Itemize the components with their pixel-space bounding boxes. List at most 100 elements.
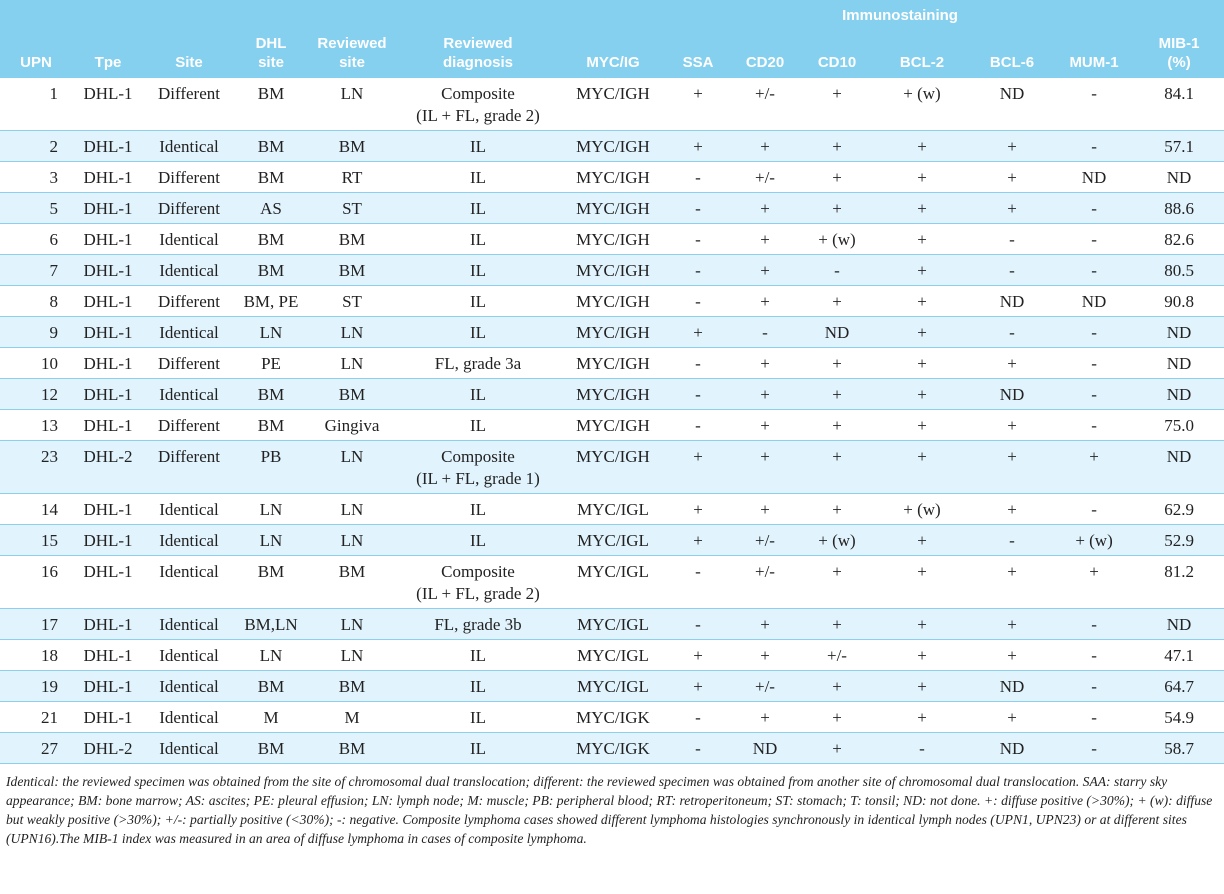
table-cell: ND xyxy=(970,732,1054,764)
table-cell: + xyxy=(730,192,800,224)
table-cell: + xyxy=(730,639,800,671)
table-cell: BM xyxy=(234,161,308,193)
table-cell: +/- xyxy=(730,161,800,193)
table-cell: + xyxy=(1054,555,1135,609)
table-cell: Different xyxy=(144,285,234,317)
table-cell: DHL-1 xyxy=(72,130,144,162)
table-cell: +/- xyxy=(730,524,800,556)
table-cell: - xyxy=(1054,732,1135,764)
table-cell: MYC/IGH xyxy=(560,347,666,379)
table-cell: Different xyxy=(144,161,234,193)
table-cell: + xyxy=(970,639,1054,671)
table-cell: Identical xyxy=(144,493,234,525)
table-cell: + xyxy=(800,161,874,193)
table-cell: MYC/IGK xyxy=(560,701,666,733)
table-cell: PB xyxy=(234,440,308,494)
table-cell: IL xyxy=(396,670,560,702)
table-cell: DHL-1 xyxy=(72,316,144,348)
table-cell: MYC/IGH xyxy=(560,378,666,410)
table-cell: - xyxy=(1054,670,1135,702)
table-cell: BM xyxy=(308,254,396,286)
table-cell: - xyxy=(970,254,1054,286)
table-row: 21 DHL-1 Identical M M IL MYC/IGK - + + + + -54.9 xyxy=(0,701,1224,733)
table-cell: 54.9 xyxy=(1134,701,1224,733)
column-header: BCL-2 xyxy=(874,25,970,78)
column-header: DHL site xyxy=(234,25,308,78)
table-cell: 75.0 xyxy=(1134,409,1224,441)
table-cell: ND xyxy=(1054,161,1135,193)
table-cell: + xyxy=(800,285,874,317)
table-cell: + xyxy=(874,440,970,494)
table-cell: MYC/IGH xyxy=(560,161,666,193)
header-row: UPN Tpe Site DHL site Reviewed site Reviewed … xyxy=(0,25,1224,78)
table-cell: DHL-2 xyxy=(72,732,144,764)
table-cell: - xyxy=(1054,378,1135,410)
table-cell: - xyxy=(1054,608,1135,640)
table-cell: - xyxy=(666,378,730,410)
table-cell: LN xyxy=(234,493,308,525)
table-cell: DHL-1 xyxy=(72,639,144,671)
table-cell: Identical xyxy=(144,254,234,286)
table-cell: - xyxy=(666,192,730,224)
table-cell: - xyxy=(1054,409,1135,441)
table-body: 1 DHL-1 Different BM LN Composite (IL + FL, g… xyxy=(0,78,1224,764)
table-cell: Identical xyxy=(144,316,234,348)
table-cell: + xyxy=(666,130,730,162)
table-cell: Different xyxy=(144,78,234,131)
table-row: 17 DHL-1 Identical BM,LN LN FL, grade 3b MYC/I… xyxy=(0,608,1224,640)
table-cell: 18 xyxy=(0,639,72,671)
table-cell: - xyxy=(1054,223,1135,255)
header-group: Immunostaining xyxy=(666,0,1135,25)
table-cell: LN xyxy=(234,316,308,348)
table-cell: - xyxy=(970,223,1054,255)
table-cell: 90.8 xyxy=(1134,285,1224,317)
table-cell: + xyxy=(800,409,874,441)
table-cell: FL, grade 3a xyxy=(396,347,560,379)
table-cell: LN xyxy=(308,347,396,379)
table-cell: + xyxy=(970,192,1054,224)
table-cell: - xyxy=(1054,316,1135,348)
table-cell: + xyxy=(874,347,970,379)
table-cell: MYC/IGL xyxy=(560,555,666,609)
table-cell: 23 xyxy=(0,440,72,494)
table-cell: ND xyxy=(800,316,874,348)
table-cell: 80.5 xyxy=(1134,254,1224,286)
table-cell: ND xyxy=(1134,608,1224,640)
table-row: 2 DHL-1 Identical BM BM IL MYC/IGH + + + + + -57.1 xyxy=(0,130,1224,162)
table-cell: + xyxy=(730,409,800,441)
table-cell: 19 xyxy=(0,670,72,702)
table-row: 1 DHL-1 Different BM LN Composite (IL + FL, g… xyxy=(0,78,1224,131)
table-cell: 81.2 xyxy=(1134,555,1224,609)
table-row: 14 DHL-1 Identical LN LN IL MYC/IGL + + + + (w) + -6… xyxy=(0,493,1224,525)
header-group-row: Immunostaining xyxy=(0,0,1224,25)
table-cell: 82.6 xyxy=(1134,223,1224,255)
table-cell: + xyxy=(970,161,1054,193)
table-cell: DHL-1 xyxy=(72,701,144,733)
table-cell: MYC/IGH xyxy=(560,440,666,494)
table-cell: +/- xyxy=(730,78,800,131)
table-row: 9 DHL-1 Identical LN LN IL MYC/IGH + - ND + - - ND xyxy=(0,316,1224,348)
table-cell: BM,LN xyxy=(234,608,308,640)
table-cell: ND xyxy=(970,78,1054,131)
table-cell: 15 xyxy=(0,524,72,556)
table-cell: IL xyxy=(396,639,560,671)
table-cell: Identical xyxy=(144,378,234,410)
table-cell: MYC/IGH xyxy=(560,316,666,348)
table-cell: +/- xyxy=(730,555,800,609)
table-cell: - xyxy=(1054,78,1135,131)
table-cell: MYC/IGH xyxy=(560,192,666,224)
table-cell: DHL-1 xyxy=(72,78,144,131)
table-cell: + (w) xyxy=(800,223,874,255)
table-cell: + (w) xyxy=(874,493,970,525)
table-cell: 1 xyxy=(0,78,72,131)
table-cell: + xyxy=(874,223,970,255)
table-cell: ND xyxy=(970,285,1054,317)
table-row: 23 DHL-2 Different PB LN Composite (IL + FL, … xyxy=(0,440,1224,494)
table-cell: Identical xyxy=(144,130,234,162)
table-cell: + xyxy=(970,130,1054,162)
table-cell: + xyxy=(730,493,800,525)
table-cell: Different xyxy=(144,409,234,441)
table-cell: Identical xyxy=(144,608,234,640)
table-cell: DHL-1 xyxy=(72,493,144,525)
table-cell: IL xyxy=(396,285,560,317)
